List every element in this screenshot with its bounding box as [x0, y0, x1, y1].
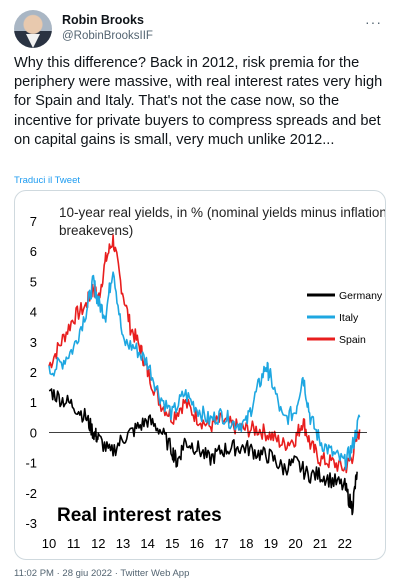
avatar[interactable] [14, 10, 52, 48]
author-handle[interactable]: @RobinBrooksIIF [62, 30, 153, 42]
y-tick-label: -3 [25, 516, 37, 531]
x-tick-label: 15 [165, 536, 179, 551]
x-tick-label: 20 [288, 536, 302, 551]
y-tick-label: 6 [30, 244, 37, 259]
meta-separator: · [56, 568, 60, 579]
chart-title-line-2: breakevens) [59, 223, 133, 238]
x-tick-label: 21 [313, 536, 327, 551]
tweet-text: Why this difference? Back in 2012, risk … [14, 55, 383, 148]
x-tick-label: 11 [67, 536, 81, 551]
x-tick-label: 18 [239, 536, 253, 551]
y-tick-label: -1 [25, 456, 37, 471]
x-tick-label: 17 [214, 536, 228, 551]
x-tick-label: 12 [91, 536, 105, 551]
y-tick-label: 2 [30, 365, 37, 380]
x-tick-label: 16 [190, 536, 204, 551]
x-tick-label: 19 [264, 536, 278, 551]
tweet-time[interactable]: 11:02 PM [14, 568, 54, 579]
chart-annotation: Real interest rates [57, 505, 222, 526]
x-tick-label: 13 [116, 536, 130, 551]
meta-separator: · [114, 568, 118, 579]
legend-label-germany: Germany [339, 290, 383, 302]
more-horizontal-icon[interactable]: ··· [365, 14, 382, 30]
x-tick-label: 10 [42, 536, 56, 551]
series-line-spain [48, 234, 361, 474]
y-tick-label: 3 [30, 335, 37, 350]
translate-tweet-link[interactable]: Traduci il Tweet [14, 175, 80, 186]
y-tick-label: 5 [30, 274, 37, 289]
y-tick-label: 0 [30, 425, 37, 440]
tweet-meta: 11:02 PM · 28 giu 2022 · Twitter Web App [14, 568, 189, 579]
y-tick-label: 4 [30, 305, 37, 320]
tweet-media-chart[interactable]: 7 6 5 4 3 2 1 0 -1 -2 -3 10 11 12 13 14 15 16 17 18 19 20 21 2… [14, 190, 386, 560]
legend-label-spain: Spain [339, 334, 366, 346]
tweet-date[interactable]: 28 giu 2022 [62, 568, 113, 579]
tweet-source[interactable]: Twitter Web App [120, 568, 190, 579]
y-tick-label: -2 [25, 486, 37, 501]
chart-title-line-1: 10-year real yields, in % (nominal yield… [59, 205, 386, 220]
author-display-name[interactable]: Robin Brooks [62, 13, 144, 27]
x-tick-label: 22 [338, 536, 352, 551]
y-tick-label: 7 [30, 214, 37, 229]
legend-label-italy: Italy [339, 312, 359, 324]
avatar-shirt [26, 34, 40, 48]
series-line-italy [48, 271, 361, 471]
y-tick-label: 1 [30, 395, 37, 410]
tweet-header: Robin Brooks @RobinBrooksIIF ··· [14, 10, 386, 50]
series-line-germany [48, 388, 358, 516]
x-tick-label: 14 [140, 536, 154, 551]
